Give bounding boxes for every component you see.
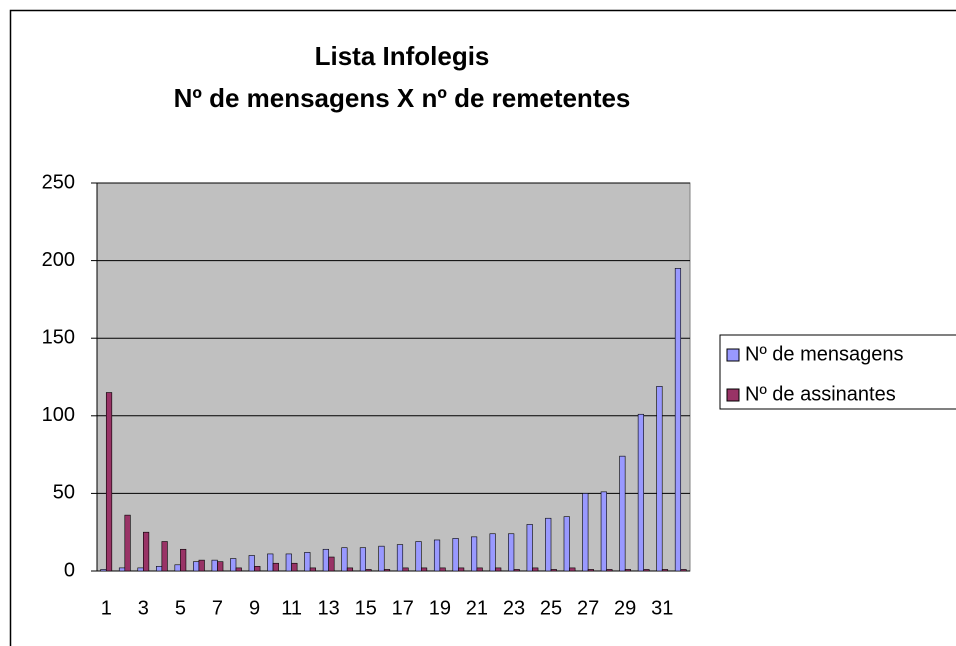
x-tick-label: 19 <box>429 597 451 619</box>
bar <box>661 569 669 572</box>
legend-label: Nº de assinantes <box>745 383 896 405</box>
bar <box>569 567 576 572</box>
bar <box>180 548 187 572</box>
bar <box>143 531 150 572</box>
bar <box>267 553 274 572</box>
bar <box>513 569 520 572</box>
bar <box>254 566 261 572</box>
bar <box>378 545 385 572</box>
bar <box>489 533 496 572</box>
bar <box>322 548 329 572</box>
bar <box>328 556 335 572</box>
bar <box>248 555 255 572</box>
x-tick-label: 7 <box>212 597 223 619</box>
bar <box>508 533 515 572</box>
bar <box>587 569 594 572</box>
bar <box>217 561 224 572</box>
bar <box>341 547 348 572</box>
x-tick-label: 17 <box>392 597 414 619</box>
x-tick-label: 3 <box>138 597 149 619</box>
bar <box>582 493 589 572</box>
legend-swatch <box>726 388 740 402</box>
bar <box>476 567 483 572</box>
bar <box>304 552 311 572</box>
bar <box>198 559 205 572</box>
bar <box>396 544 404 572</box>
bar <box>383 569 391 572</box>
bar <box>359 547 367 572</box>
bar <box>235 567 242 572</box>
bar <box>346 567 354 572</box>
bar <box>100 569 107 572</box>
chart-title: Lista Infolegis <box>315 41 490 71</box>
x-tick-label: 31 <box>651 597 673 619</box>
bar <box>420 567 428 572</box>
bar <box>624 569 631 572</box>
bar <box>452 538 459 572</box>
legend-label: Nº de mensagens <box>745 343 904 365</box>
bar <box>230 558 237 572</box>
bar <box>285 553 292 572</box>
bar <box>656 386 663 572</box>
bar <box>458 567 465 572</box>
y-tick-label: 250 <box>42 171 75 193</box>
x-tick-label: 5 <box>175 597 186 619</box>
y-tick-label: 150 <box>42 326 75 348</box>
bar <box>272 562 279 572</box>
x-tick-label: 25 <box>540 597 562 619</box>
bar <box>174 564 181 572</box>
bar <box>161 541 168 572</box>
bar <box>526 524 533 572</box>
x-tick-label: 15 <box>355 597 377 619</box>
bar <box>137 567 144 572</box>
bar <box>532 567 539 572</box>
x-tick-label: 9 <box>249 597 260 619</box>
bar <box>193 561 200 572</box>
bar <box>550 569 557 572</box>
bar <box>402 567 409 572</box>
bar <box>674 268 682 572</box>
bar <box>495 567 502 572</box>
bar <box>439 567 446 572</box>
y-tick-label: 200 <box>42 249 75 271</box>
x-tick-label: 1 <box>101 597 112 619</box>
x-tick-label: 11 <box>281 597 302 619</box>
bar <box>643 569 650 572</box>
bar <box>606 569 613 572</box>
x-tick-label: 13 <box>318 597 340 619</box>
x-tick-label: 27 <box>577 597 599 619</box>
legend-swatch <box>726 348 740 362</box>
bar <box>600 491 607 572</box>
bar <box>156 566 163 572</box>
x-tick-label: 29 <box>614 597 636 619</box>
y-tick-label: 50 <box>53 482 75 504</box>
x-tick-label: 21 <box>466 597 488 619</box>
bar <box>309 567 316 572</box>
bar <box>105 392 113 572</box>
bar <box>563 516 570 572</box>
bar <box>471 536 478 572</box>
bar <box>433 539 441 572</box>
bar <box>619 455 626 572</box>
bar <box>545 517 552 572</box>
y-tick-label: 0 <box>64 559 75 581</box>
plot-area <box>96 182 691 572</box>
y-tick-label: 100 <box>42 404 75 426</box>
bar <box>124 514 131 572</box>
bar <box>637 413 644 572</box>
bar <box>365 569 372 572</box>
bar <box>415 541 422 572</box>
bar <box>291 562 298 572</box>
bar <box>118 567 126 572</box>
x-tick-label: 23 <box>503 597 525 619</box>
bar <box>211 559 218 572</box>
bar <box>680 569 687 572</box>
legend-box <box>719 334 956 410</box>
chart-title: Nº de mensagens X nº de remetentes <box>174 83 631 113</box>
